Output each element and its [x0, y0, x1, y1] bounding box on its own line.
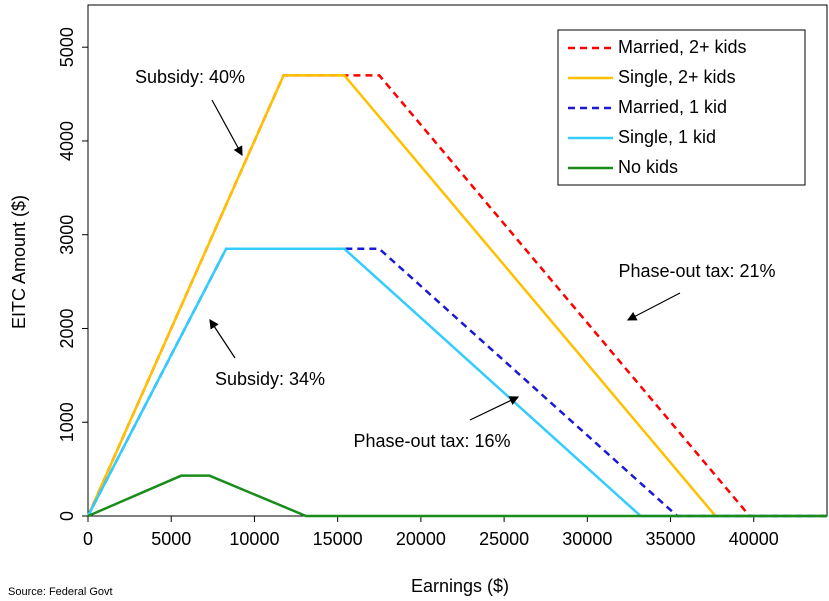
- legend-label: Single, 1 kid: [618, 127, 716, 147]
- y-tick-label: 4000: [57, 121, 77, 161]
- y-tick-label: 5000: [57, 27, 77, 67]
- annotation-arrow: [469, 396, 520, 421]
- annotation: Phase-out tax: 16%: [353, 431, 510, 451]
- x-tick-label: 20000: [396, 529, 446, 549]
- x-tick-label: 15000: [313, 529, 363, 549]
- x-tick-label: 5000: [151, 529, 191, 549]
- legend-label: No kids: [618, 157, 678, 177]
- source-note: Source: Federal Govt: [8, 586, 113, 598]
- x-axis-label: Earnings ($): [411, 576, 509, 596]
- legend-label: Single, 2+ kids: [618, 67, 736, 87]
- x-tick-label: 30000: [562, 529, 612, 549]
- x-tick-label: 10000: [229, 529, 279, 549]
- x-tick-label: 0: [83, 529, 93, 549]
- legend-label: Married, 2+ kids: [618, 37, 747, 57]
- series-line: [87, 474, 827, 518]
- legend-box: [557, 29, 806, 186]
- y-tick-label: 0: [57, 511, 77, 521]
- annotation: Subsidy: 40%: [135, 67, 245, 87]
- annotation: Phase-out tax: 21%: [618, 261, 775, 281]
- annotation-arrow: [211, 99, 243, 157]
- y-tick-label: 2000: [57, 308, 77, 348]
- annotation-arrow: [626, 292, 681, 321]
- annotation-arrow: [209, 318, 236, 359]
- annotation: Subsidy: 34%: [215, 369, 325, 389]
- x-tick-label: 35000: [646, 529, 696, 549]
- legend-label: Married, 1 kid: [618, 97, 727, 117]
- y-tick-label: 3000: [57, 215, 77, 255]
- y-axis-label: EITC Amount ($): [9, 195, 29, 329]
- x-tick-label: 40000: [729, 529, 779, 549]
- x-tick-label: 25000: [479, 529, 529, 549]
- y-tick-label: 1000: [57, 402, 77, 442]
